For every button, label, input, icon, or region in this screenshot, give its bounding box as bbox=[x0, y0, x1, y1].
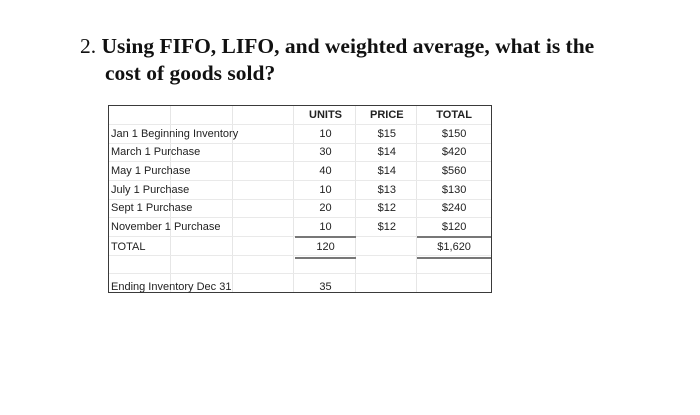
row-label: March 1 Purchase bbox=[111, 146, 201, 159]
question-line-1: Using FIFO, LIFO, and weighted average, … bbox=[101, 34, 595, 58]
ending-units: 35 bbox=[319, 280, 332, 293]
row-total: $130 bbox=[441, 183, 467, 196]
row-price: $15 bbox=[377, 127, 396, 140]
row-price: $14 bbox=[377, 146, 396, 159]
table-row: Sept 1 Purchase 20 $12 $240 bbox=[109, 199, 491, 218]
row-total: $240 bbox=[441, 202, 467, 215]
table-row: November 1 Purchase 10 $12 $120 bbox=[109, 217, 491, 239]
table-row: March 1 Purchase 30 $14 $420 bbox=[109, 143, 491, 162]
row-label: May 1 Purchase bbox=[111, 165, 191, 178]
row-label: November 1 Purchase bbox=[111, 221, 221, 234]
row-label: Sept 1 Purchase bbox=[111, 202, 193, 215]
gridline bbox=[109, 180, 491, 181]
total-row: TOTAL 120 $1,620 bbox=[109, 237, 491, 259]
table-row: May 1 Purchase 40 $14 $560 bbox=[109, 162, 491, 181]
row-units: 40 bbox=[319, 165, 332, 178]
blank-row bbox=[109, 258, 491, 278]
total-price bbox=[356, 237, 417, 258]
header-total: TOTAL bbox=[436, 109, 472, 122]
row-total: $560 bbox=[441, 165, 467, 178]
blank-cell bbox=[109, 258, 295, 278]
gridline bbox=[109, 143, 491, 144]
ending-label: Ending Inventory Dec 31 bbox=[111, 280, 232, 293]
row-total: $420 bbox=[441, 146, 467, 159]
row-label: Jan 1 Beginning Inventory bbox=[111, 127, 239, 140]
gridline bbox=[109, 199, 491, 200]
row-price: $12 bbox=[377, 221, 396, 234]
ending-total bbox=[417, 277, 491, 296]
table-row: July 1 Purchase 10 $13 $130 bbox=[109, 180, 491, 199]
header-row: UNITS PRICE TOTAL bbox=[109, 106, 491, 125]
gridline bbox=[109, 161, 491, 162]
gridline bbox=[109, 217, 491, 218]
row-price: $13 bbox=[377, 183, 396, 196]
row-units: 10 bbox=[294, 217, 357, 239]
row-label: July 1 Purchase bbox=[111, 183, 190, 196]
question-line-2: cost of goods sold? bbox=[105, 61, 276, 85]
ending-inventory-row: Ending Inventory Dec 31 35 bbox=[109, 277, 491, 296]
row-price: $12 bbox=[377, 202, 396, 215]
question-number: 2. bbox=[80, 34, 97, 58]
blank-cell bbox=[417, 258, 491, 278]
row-units: 30 bbox=[319, 146, 332, 159]
total-label: TOTAL bbox=[111, 241, 146, 254]
gridline bbox=[109, 273, 491, 274]
inventory-table: UNITS PRICE TOTAL Jan 1 Beginning Invent… bbox=[108, 105, 492, 293]
total-amount: $1,620 bbox=[417, 237, 491, 259]
ending-price bbox=[356, 277, 417, 296]
blank-cell bbox=[295, 258, 357, 278]
total-units: 120 bbox=[294, 237, 357, 259]
row-units: 20 bbox=[319, 202, 332, 215]
header-price: PRICE bbox=[370, 109, 404, 122]
inventory-grid: UNITS PRICE TOTAL Jan 1 Beginning Invent… bbox=[109, 106, 491, 296]
blank-cell bbox=[356, 258, 417, 278]
table-row: Jan 1 Beginning Inventory 10 $15 $150 bbox=[109, 125, 491, 144]
question-text: 2. Using FIFO, LIFO, and weighted averag… bbox=[80, 33, 680, 87]
row-total: $120 bbox=[417, 217, 491, 239]
row-total: $150 bbox=[441, 127, 467, 140]
header-label bbox=[109, 106, 295, 125]
row-units: 10 bbox=[319, 183, 332, 196]
row-units: 10 bbox=[319, 127, 332, 140]
row-price: $14 bbox=[377, 165, 396, 178]
gridline bbox=[109, 124, 491, 125]
header-units: UNITS bbox=[309, 109, 343, 122]
